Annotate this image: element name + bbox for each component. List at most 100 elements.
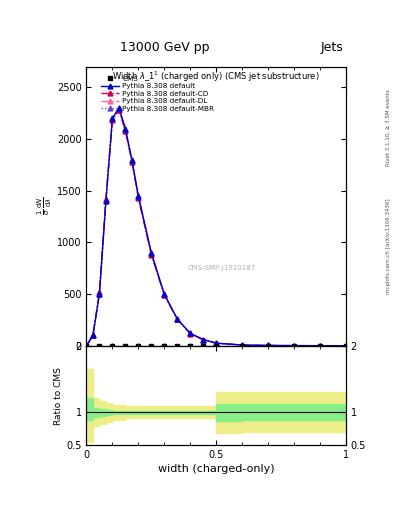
CMS [97, 343, 102, 349]
CMS [292, 343, 296, 349]
Pythia 8.308 default [129, 157, 134, 163]
Text: Jets: Jets [321, 41, 344, 54]
Y-axis label: Ratio to CMS: Ratio to CMS [55, 367, 63, 424]
Pythia 8.308 default-CD [343, 343, 348, 349]
Pythia 8.308 default-DL [104, 197, 108, 203]
Pythia 8.308 default-CD [97, 289, 102, 295]
X-axis label: width (charged-only): width (charged-only) [158, 464, 274, 475]
Pythia 8.308 default [116, 105, 121, 111]
Pythia 8.308 default-CD [129, 159, 134, 165]
Pythia 8.308 default-DL [292, 343, 296, 349]
Pythia 8.308 default-MBR [240, 342, 244, 348]
Pythia 8.308 default [149, 250, 154, 256]
Pythia 8.308 default-MBR [214, 340, 219, 346]
CMS [162, 343, 167, 349]
Pythia 8.308 default-DL [136, 194, 141, 200]
Line: Pythia 8.308 default-MBR: Pythia 8.308 default-MBR [84, 106, 348, 348]
Pythia 8.308 default-DL [129, 158, 134, 164]
Pythia 8.308 default-CD [90, 332, 95, 338]
Pythia 8.308 default-DL [175, 316, 180, 322]
Pythia 8.308 default-CD [84, 343, 89, 349]
Pythia 8.308 default-DL [123, 126, 128, 133]
Pythia 8.308 default-MBR [97, 290, 102, 296]
CMS [318, 343, 322, 349]
Pythia 8.308 default [292, 343, 296, 349]
Line: Pythia 8.308 default-DL: Pythia 8.308 default-DL [84, 106, 348, 348]
CMS [214, 343, 219, 349]
Pythia 8.308 default-DL [188, 330, 193, 336]
Pythia 8.308 default [240, 342, 244, 348]
Pythia 8.308 default-CD [266, 343, 270, 349]
CMS [149, 343, 154, 349]
Pythia 8.308 default-MBR [201, 336, 206, 343]
Text: 13000 GeV pp: 13000 GeV pp [120, 41, 210, 54]
Pythia 8.308 default-DL [110, 116, 115, 122]
CMS [110, 343, 115, 349]
CMS [188, 343, 193, 349]
Text: Rivet 3.1.10, ≥ 3.5M events: Rivet 3.1.10, ≥ 3.5M events [386, 90, 391, 166]
Pythia 8.308 default-DL [266, 343, 270, 349]
Pythia 8.308 default-MBR [343, 343, 348, 349]
Pythia 8.308 default [97, 291, 102, 297]
Pythia 8.308 default-CD [136, 195, 141, 201]
Pythia 8.308 default-DL [343, 343, 348, 349]
Pythia 8.308 default [175, 316, 180, 322]
Pythia 8.308 default-CD [175, 316, 180, 323]
Pythia 8.308 default-MBR [136, 193, 141, 199]
CMS [123, 343, 128, 349]
Pythia 8.308 default-MBR [162, 291, 167, 297]
Pythia 8.308 default-DL [97, 290, 102, 296]
Pythia 8.308 default-MBR [266, 343, 270, 349]
Pythia 8.308 default-DL [318, 343, 322, 349]
Pythia 8.308 default [110, 115, 115, 121]
Pythia 8.308 default-DL [90, 332, 95, 338]
Pythia 8.308 default-MBR [110, 116, 115, 122]
Pythia 8.308 default-MBR [292, 343, 296, 349]
Pythia 8.308 default-DL [162, 291, 167, 297]
Pythia 8.308 default-CD [201, 337, 206, 343]
Pythia 8.308 default [162, 291, 167, 297]
Pythia 8.308 default-CD [149, 252, 154, 258]
Pythia 8.308 default-CD [214, 340, 219, 346]
Pythia 8.308 default-DL [84, 343, 89, 349]
Line: Pythia 8.308 default: Pythia 8.308 default [84, 105, 348, 348]
Pythia 8.308 default-CD [188, 330, 193, 336]
Pythia 8.308 default-CD [292, 343, 296, 349]
Pythia 8.308 default [266, 343, 270, 349]
Pythia 8.308 default-CD [162, 292, 167, 298]
Pythia 8.308 default-MBR [84, 343, 89, 349]
Pythia 8.308 default-MBR [116, 105, 121, 112]
Pythia 8.308 default [90, 332, 95, 338]
Pythia 8.308 default-CD [104, 196, 108, 202]
Pythia 8.308 default [136, 193, 141, 199]
Pythia 8.308 default-DL [201, 336, 206, 343]
Pythia 8.308 default-MBR [129, 157, 134, 163]
CMS [266, 343, 270, 349]
Pythia 8.308 default-DL [116, 106, 121, 112]
Legend: CMS, Pythia 8.308 default, Pythia 8.308 default-CD, Pythia 8.308 default-DL, Pyt: CMS, Pythia 8.308 default, Pythia 8.308 … [98, 73, 217, 115]
Pythia 8.308 default-CD [123, 127, 128, 134]
Pythia 8.308 default [123, 125, 128, 132]
Pythia 8.308 default-DL [149, 251, 154, 257]
CMS [240, 343, 244, 349]
Pythia 8.308 default [104, 198, 108, 204]
CMS [201, 343, 206, 349]
Text: CMS-SMP-J1920187: CMS-SMP-J1920187 [187, 265, 255, 270]
Pythia 8.308 default-MBR [90, 332, 95, 338]
Pythia 8.308 default-MBR [318, 343, 322, 349]
Line: CMS: CMS [84, 344, 348, 348]
Pythia 8.308 default-MBR [149, 250, 154, 257]
CMS [343, 343, 348, 349]
Pythia 8.308 default [214, 340, 219, 346]
Y-axis label: $\frac{1}{\sigma}\,\frac{\mathrm{d}N}{\mathrm{d}\lambda}$: $\frac{1}{\sigma}\,\frac{\mathrm{d}N}{\m… [36, 197, 54, 216]
Pythia 8.308 default-MBR [104, 198, 108, 204]
Pythia 8.308 default [188, 330, 193, 336]
Pythia 8.308 default-DL [214, 340, 219, 346]
CMS [136, 343, 141, 349]
Pythia 8.308 default-CD [240, 342, 244, 348]
Pythia 8.308 default-MBR [123, 126, 128, 132]
CMS [84, 343, 89, 349]
Line: Pythia 8.308 default-CD: Pythia 8.308 default-CD [84, 108, 348, 348]
Pythia 8.308 default [343, 343, 348, 349]
Text: Width $\lambda$_1$^1$ (charged only) (CMS jet substructure): Width $\lambda$_1$^1$ (charged only) (CM… [112, 69, 320, 84]
